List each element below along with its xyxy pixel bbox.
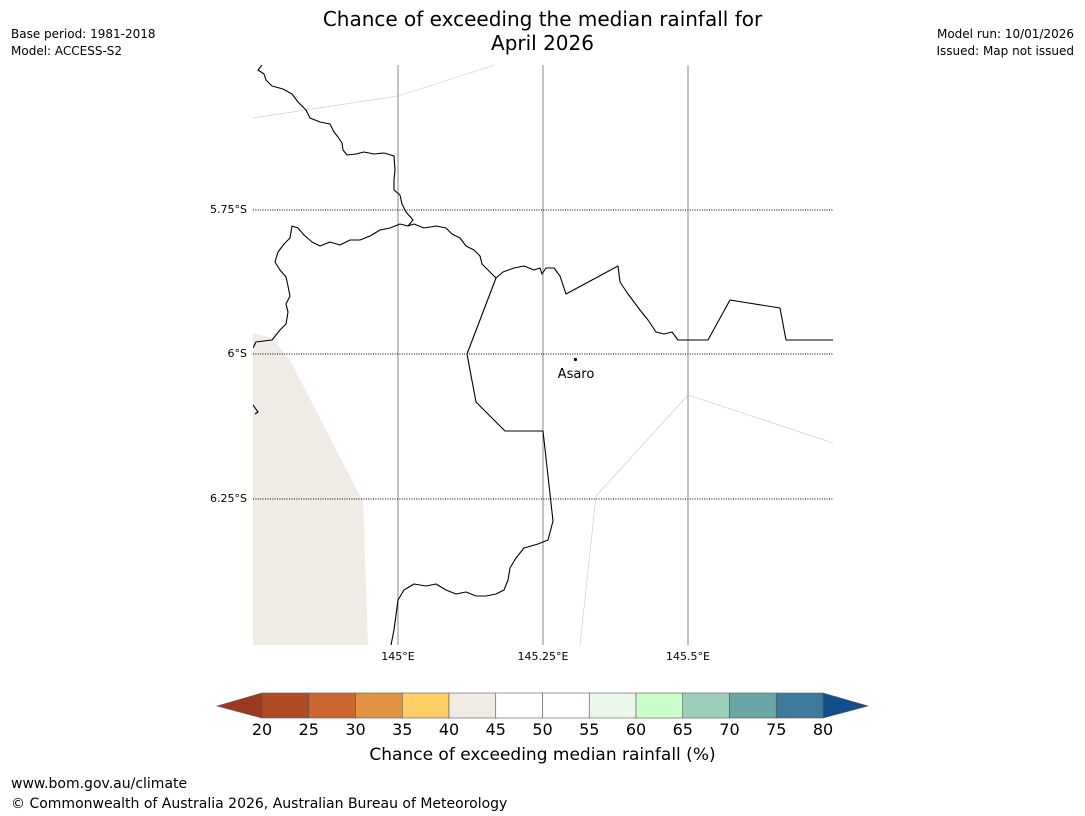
boundary-central [407, 223, 833, 341]
boundary-south [390, 277, 554, 645]
colorbar-tick-label: 65 [673, 720, 693, 739]
colorbar-under-arrow [215, 692, 263, 719]
colorbar-cell [308, 692, 356, 719]
footer: www.bom.gov.au/climate © Commonwealth of… [11, 774, 507, 814]
colorbar-tick-label: 60 [626, 720, 646, 739]
issued-text: Issued: Map not issued [936, 44, 1074, 58]
lat-label-6: 6°S [228, 347, 247, 360]
lat-label-5-75: 5.75°S [210, 203, 247, 216]
meridian-lines [397, 65, 689, 645]
colorbar-tick-label: 75 [766, 720, 786, 739]
colorbar-tick-label: 70 [719, 720, 739, 739]
colorbar-cell [261, 692, 310, 719]
colorbar-cell [775, 692, 824, 719]
parallel-lines [253, 209, 833, 500]
colorbar-cell [495, 692, 543, 719]
map-title-line2: April 2026 [491, 31, 594, 55]
footer-copyright: © Commonwealth of Australia 2026, Austra… [11, 796, 508, 812]
colorbar-tick-label: 45 [486, 720, 506, 739]
region-boundaries [253, 65, 833, 645]
model-text: Model: ACCESS-S2 [11, 44, 123, 58]
colorbar-legend: 20 25 30 35 40 45 50 55 60 65 70 75 80 [215, 692, 870, 739]
colorbar-over-arrow [822, 692, 870, 719]
lon-label-145-25: 145.25°E [518, 650, 569, 663]
colorbar-tick-label: 55 [579, 720, 599, 739]
colorbar-cell [401, 692, 450, 719]
colorbar-tick-label: 35 [392, 720, 412, 739]
map-area[interactable]: Asaro [253, 65, 833, 645]
colorbar-cell [682, 692, 730, 719]
colorbar-tick-label: 50 [532, 720, 552, 739]
meta-left: Base period: 1981-2018 Model: ACCESS-S2 [11, 26, 156, 60]
land-fill-region [253, 333, 368, 645]
colorbar-cell [448, 692, 497, 719]
colorbar-tick-label: 30 [345, 720, 365, 739]
colorbar-tick-label: 80 [813, 720, 833, 739]
lon-label-145: 145°E [381, 650, 414, 663]
longitude-labels: 145°E 145.25°E 145.5°E [381, 650, 710, 663]
base-period-text: Base period: 1981-2018 [11, 27, 156, 41]
colorbar-cell [355, 692, 403, 719]
map-title-line1: Chance of exceeding the median rainfall … [322, 7, 763, 31]
colorbar-tick-label: 40 [439, 720, 459, 739]
colorbar-cell [729, 692, 777, 719]
colorbar-tick-label: 25 [299, 720, 319, 739]
colorbar-cell [635, 692, 684, 719]
colorbar-cell [588, 692, 637, 719]
map-title: Chance of exceeding the median rainfall … [0, 7, 1085, 55]
boundary-north [253, 65, 414, 349]
colorbar-tick-label: 20 [252, 720, 272, 739]
lon-label-145-5: 145.5°E [666, 650, 710, 663]
model-run-text: Model run: 10/01/2026 [936, 27, 1074, 41]
lat-label-6-25: 6.25°S [210, 492, 247, 505]
asaro-marker[interactable] [573, 357, 578, 362]
colorbar-title: Chance of exceeding median rainfall (%) [369, 745, 716, 765]
meta-right: Model run: 10/01/2026 Issued: Map not is… [936, 26, 1074, 60]
asaro-label: Asaro [558, 367, 595, 382]
colorbar-cell [542, 692, 590, 719]
boundary-west-fragment [253, 404, 259, 415]
latitude-labels: 5.75°S 6°S 6.25°S [210, 203, 247, 505]
footer-url[interactable]: www.bom.gov.au/climate [11, 776, 188, 792]
